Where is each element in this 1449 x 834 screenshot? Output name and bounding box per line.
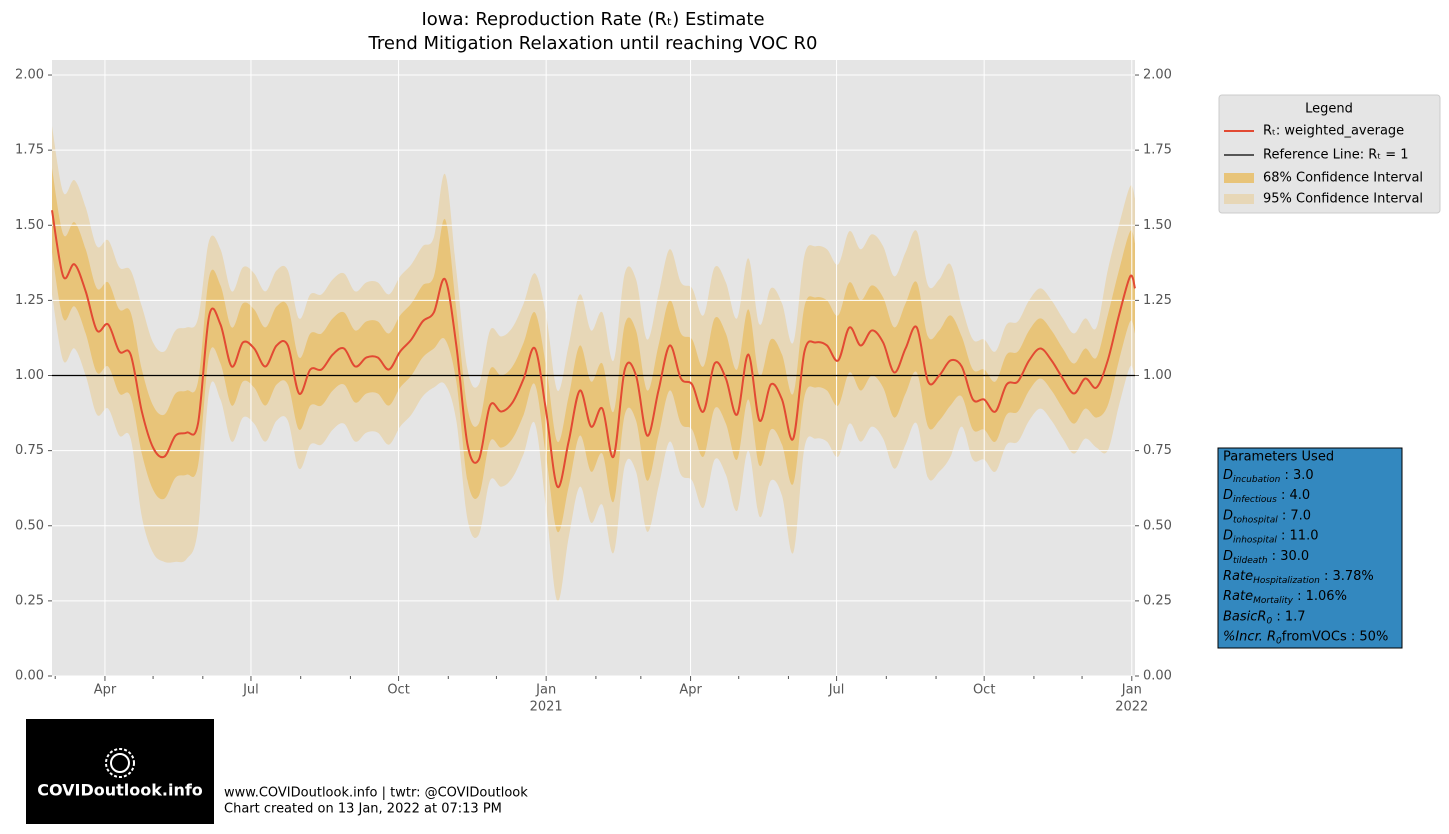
parameter-value: : 30.0 <box>1268 548 1310 563</box>
x-tick-label: Jan <box>535 683 556 698</box>
parameter-value: : 1.7 <box>1272 609 1305 624</box>
x-year-label: 2021 <box>530 700 563 715</box>
legend-swatch <box>1224 173 1254 183</box>
y-tick-label: 1.50 <box>15 218 44 233</box>
chart-subtitle: Trend Mitigation Relaxation until reachi… <box>368 33 818 54</box>
x-tick-label: Oct <box>973 683 995 698</box>
legend-box <box>1218 94 1441 214</box>
parameter-sub: 0 <box>1266 616 1272 626</box>
legend-swatch <box>1224 194 1254 204</box>
parameter: %Incr. R0fromVOCs : 50% <box>1223 629 1388 646</box>
x-tick-label: Jul <box>242 683 259 698</box>
parameter-base: BasicR <box>1223 609 1266 624</box>
legend-label: 68% Confidence Interval <box>1263 171 1423 186</box>
y-tick-label: 1.00 <box>15 368 44 383</box>
chart-title: Iowa: Reproduction Rate (Rₜ) Estimate <box>421 9 764 30</box>
y-tick-label: 1.25 <box>15 293 44 308</box>
series-line <box>51 210 1136 488</box>
parameter-sub: inhospital <box>1233 535 1277 545</box>
parameter-base: D <box>1223 548 1233 563</box>
y2-tick-label: 1.00 <box>1143 368 1172 383</box>
parameter: BasicR0 : 1.7 <box>1223 609 1306 626</box>
y2-tick-label: 2.00 <box>1143 68 1172 83</box>
parameter-sub: 0 <box>1276 636 1282 646</box>
parameter-value: fromVOCs : 50% <box>1282 629 1389 644</box>
parameter-base: %Incr. R <box>1223 629 1276 644</box>
parameter-base: D <box>1223 528 1233 543</box>
y2-tick-label: 1.50 <box>1143 218 1172 233</box>
x-tick-label: Jan <box>1121 683 1142 698</box>
axes: 0.00 0.25 0.50 0.75 1.00 1.25 1.50 1.75 2.00 0.00… <box>15 68 1172 715</box>
x-year-label: 2022 <box>1115 700 1148 715</box>
parameter-value: : 7.0 <box>1278 508 1311 523</box>
parameter-base: D <box>1223 468 1233 483</box>
legend-title: Legend <box>1305 102 1353 117</box>
bands <box>52 126 1135 602</box>
grid <box>52 60 1135 677</box>
confidence-band <box>52 168 1135 533</box>
parameter-base: Rate <box>1223 569 1253 584</box>
parameter-value: : 3.78% <box>1320 569 1374 584</box>
parameter: Dtildeath : 30.0 <box>1223 548 1309 565</box>
y-tick-label: 1.75 <box>15 143 44 158</box>
legend-label: 95% Confidence Interval <box>1263 192 1423 207</box>
parameter-value: : 3.0 <box>1280 468 1313 483</box>
parameter-value: : 11.0 <box>1277 528 1319 543</box>
y2-tick-label: 1.25 <box>1143 293 1172 308</box>
parameter: RateHospitalization : 3.78% <box>1223 569 1374 586</box>
footer-line: Chart created on 13 Jan, 2022 at 07:13 P… <box>224 802 502 817</box>
y-tick-label: 2.00 <box>15 68 44 83</box>
parameter-sub: infectious <box>1233 495 1277 505</box>
marks <box>51 210 1136 488</box>
y2-tick-label: 0.00 <box>1143 669 1172 684</box>
parameter: Dincubation : 3.0 <box>1223 468 1314 485</box>
y-tick-label: 0.00 <box>15 669 44 684</box>
parameters-box <box>1217 447 1403 649</box>
logo-ring <box>105 748 135 778</box>
legend-label: Rₜ: weighted_average <box>1263 124 1404 139</box>
parameter-base: Rate <box>1223 589 1253 604</box>
parameter-sub: tildeath <box>1233 555 1268 565</box>
y2-tick-label: 0.50 <box>1143 518 1172 533</box>
parameter: RateMortality : 1.06% <box>1223 589 1347 606</box>
parameter: Dinhospital : 11.0 <box>1223 528 1318 545</box>
legend: Legend Rₜ: weighted_average Reference Line… <box>1224 102 1423 207</box>
x-tick-label: Apr <box>679 683 702 698</box>
legend-label: Reference Line: Rₜ = 1 <box>1263 148 1409 163</box>
confidence-band <box>52 126 1135 602</box>
parameter-sub: incubation <box>1233 475 1281 485</box>
parameter-value: : 4.0 <box>1277 488 1310 503</box>
y-tick-label: 0.75 <box>15 443 44 458</box>
parameter-value: : 1.06% <box>1293 589 1347 604</box>
y2-tick-label: 1.75 <box>1143 143 1172 158</box>
parameters-title: Parameters Used <box>1223 450 1334 465</box>
x-tick-label: Apr <box>94 683 117 698</box>
y2-tick-label: 0.75 <box>1143 443 1172 458</box>
parameter: Dinfectious : 4.0 <box>1223 488 1310 505</box>
parameter-sub: Hospitalization <box>1253 576 1320 586</box>
parameter-base: D <box>1223 508 1233 523</box>
x-tick-label: Jul <box>828 683 845 698</box>
y-tick-label: 0.25 <box>15 593 44 608</box>
footer-line: www.COVIDoutlook.info | twtr: @COVIDoutl… <box>224 786 528 801</box>
logo-icon <box>105 748 135 778</box>
parameter: Dtohospital : 7.0 <box>1223 508 1311 525</box>
y-tick-label: 0.50 <box>15 518 44 533</box>
x-tick-label: Oct <box>387 683 409 698</box>
logo-text: COVIDoutlook.info <box>37 781 203 800</box>
parameter-sub: Mortality <box>1253 596 1294 606</box>
y2-tick-label: 0.25 <box>1143 593 1172 608</box>
logo-core <box>110 753 130 773</box>
parameter-sub: tohospital <box>1233 515 1278 525</box>
parameter-base: D <box>1223 488 1233 503</box>
